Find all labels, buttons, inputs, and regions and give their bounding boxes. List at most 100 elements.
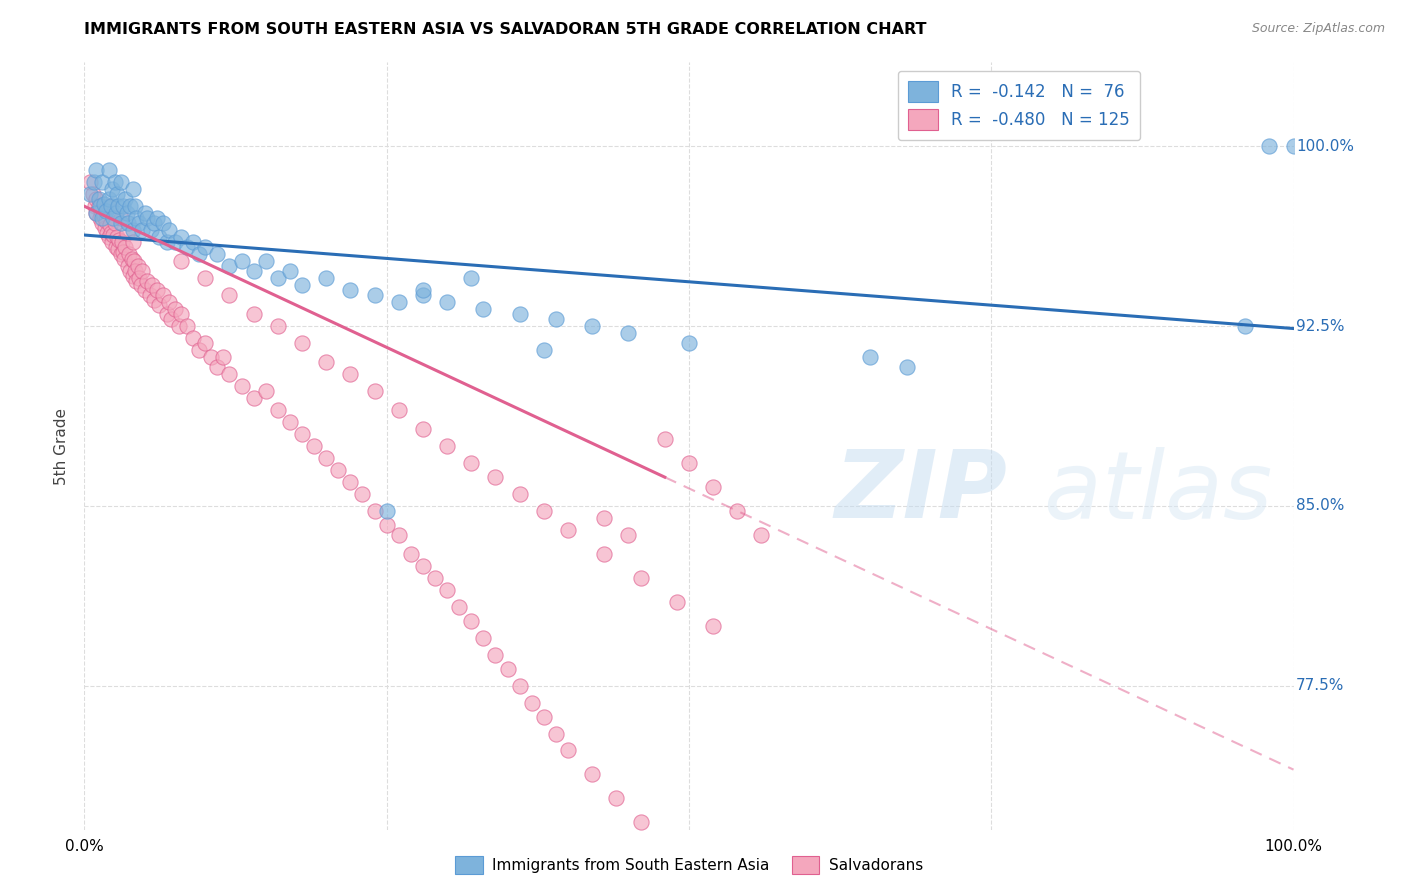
Point [1258, 139, 1281, 153]
Legend: Immigrants from South Eastern Asia, Salvadorans: Immigrants from South Eastern Asia, Salv… [449, 850, 929, 880]
Point [134, 283, 156, 297]
Point [105, 230, 128, 244]
Point [138, 288, 160, 302]
Point [218, 367, 240, 381]
Point [278, 415, 301, 429]
Point [1234, 319, 1257, 334]
Point [218, 259, 240, 273]
Point [194, 335, 217, 350]
Text: IMMIGRANTS FROM SOUTH EASTERN ASIA VS SALVADORAN 5TH GRADE CORRELATION CHART: IMMIGRANTS FROM SOUTH EASTERN ASIA VS SA… [84, 22, 927, 37]
Point [702, 480, 724, 494]
Point [104, 175, 127, 189]
Point [751, 527, 773, 541]
Point [630, 571, 652, 585]
Point [83, 175, 105, 189]
Point [557, 523, 579, 537]
Point [101, 182, 124, 196]
Point [533, 710, 555, 724]
Point [93, 209, 115, 223]
Point [423, 571, 446, 585]
Point [167, 319, 190, 334]
Point [115, 206, 138, 220]
Point [129, 278, 152, 293]
Point [218, 288, 240, 302]
Point [97, 192, 120, 206]
Point [593, 547, 616, 561]
Point [82, 187, 104, 202]
Point [291, 427, 314, 442]
Point [267, 271, 290, 285]
Point [112, 252, 135, 266]
Point [678, 335, 700, 350]
Point [90, 204, 112, 219]
Point [375, 518, 398, 533]
Point [449, 599, 471, 614]
Point [104, 216, 127, 230]
Point [107, 243, 129, 257]
Point [160, 312, 183, 326]
Point [388, 403, 411, 417]
Point [163, 235, 186, 250]
Point [725, 504, 748, 518]
Point [436, 582, 458, 597]
Point [436, 439, 458, 453]
Point [121, 223, 143, 237]
Point [254, 384, 277, 398]
Point [110, 175, 132, 189]
Point [115, 226, 138, 240]
Text: 100.0%: 100.0% [1296, 139, 1354, 153]
Point [104, 206, 127, 220]
Point [97, 199, 120, 213]
Text: 85.0%: 85.0% [1296, 499, 1344, 514]
Point [859, 351, 882, 365]
Point [1282, 139, 1305, 153]
Point [544, 312, 567, 326]
Point [91, 175, 114, 189]
Point [363, 384, 385, 398]
Point [472, 631, 495, 645]
Point [242, 391, 264, 405]
Point [581, 319, 603, 334]
Point [678, 456, 700, 470]
Point [120, 199, 142, 213]
Point [101, 235, 124, 250]
Point [86, 192, 108, 206]
Point [207, 359, 229, 374]
Point [339, 367, 361, 381]
Point [121, 182, 143, 196]
Point [110, 216, 132, 230]
Point [122, 254, 145, 268]
Point [108, 233, 131, 247]
Point [533, 343, 555, 357]
Point [315, 450, 337, 465]
Point [654, 432, 676, 446]
Point [136, 211, 159, 226]
Point [302, 439, 325, 453]
Point [242, 307, 264, 321]
Point [110, 247, 132, 261]
Point [544, 726, 567, 740]
Point [593, 511, 616, 525]
Point [155, 307, 177, 321]
Point [143, 293, 166, 307]
Point [200, 351, 222, 365]
Point [100, 199, 122, 213]
Point [163, 302, 186, 317]
Point [496, 662, 519, 676]
Point [103, 211, 125, 226]
Text: Source: ZipAtlas.com: Source: ZipAtlas.com [1251, 22, 1385, 36]
Point [484, 648, 506, 662]
Point [207, 247, 229, 261]
Point [896, 359, 918, 374]
Point [103, 227, 125, 242]
Point [212, 351, 235, 365]
Point [117, 216, 139, 230]
Text: atlas: atlas [834, 447, 1272, 538]
Point [581, 767, 603, 781]
Point [170, 230, 193, 244]
Point [388, 295, 411, 310]
Point [141, 278, 163, 293]
Point [148, 230, 170, 244]
Point [104, 240, 127, 254]
Point [146, 211, 169, 226]
